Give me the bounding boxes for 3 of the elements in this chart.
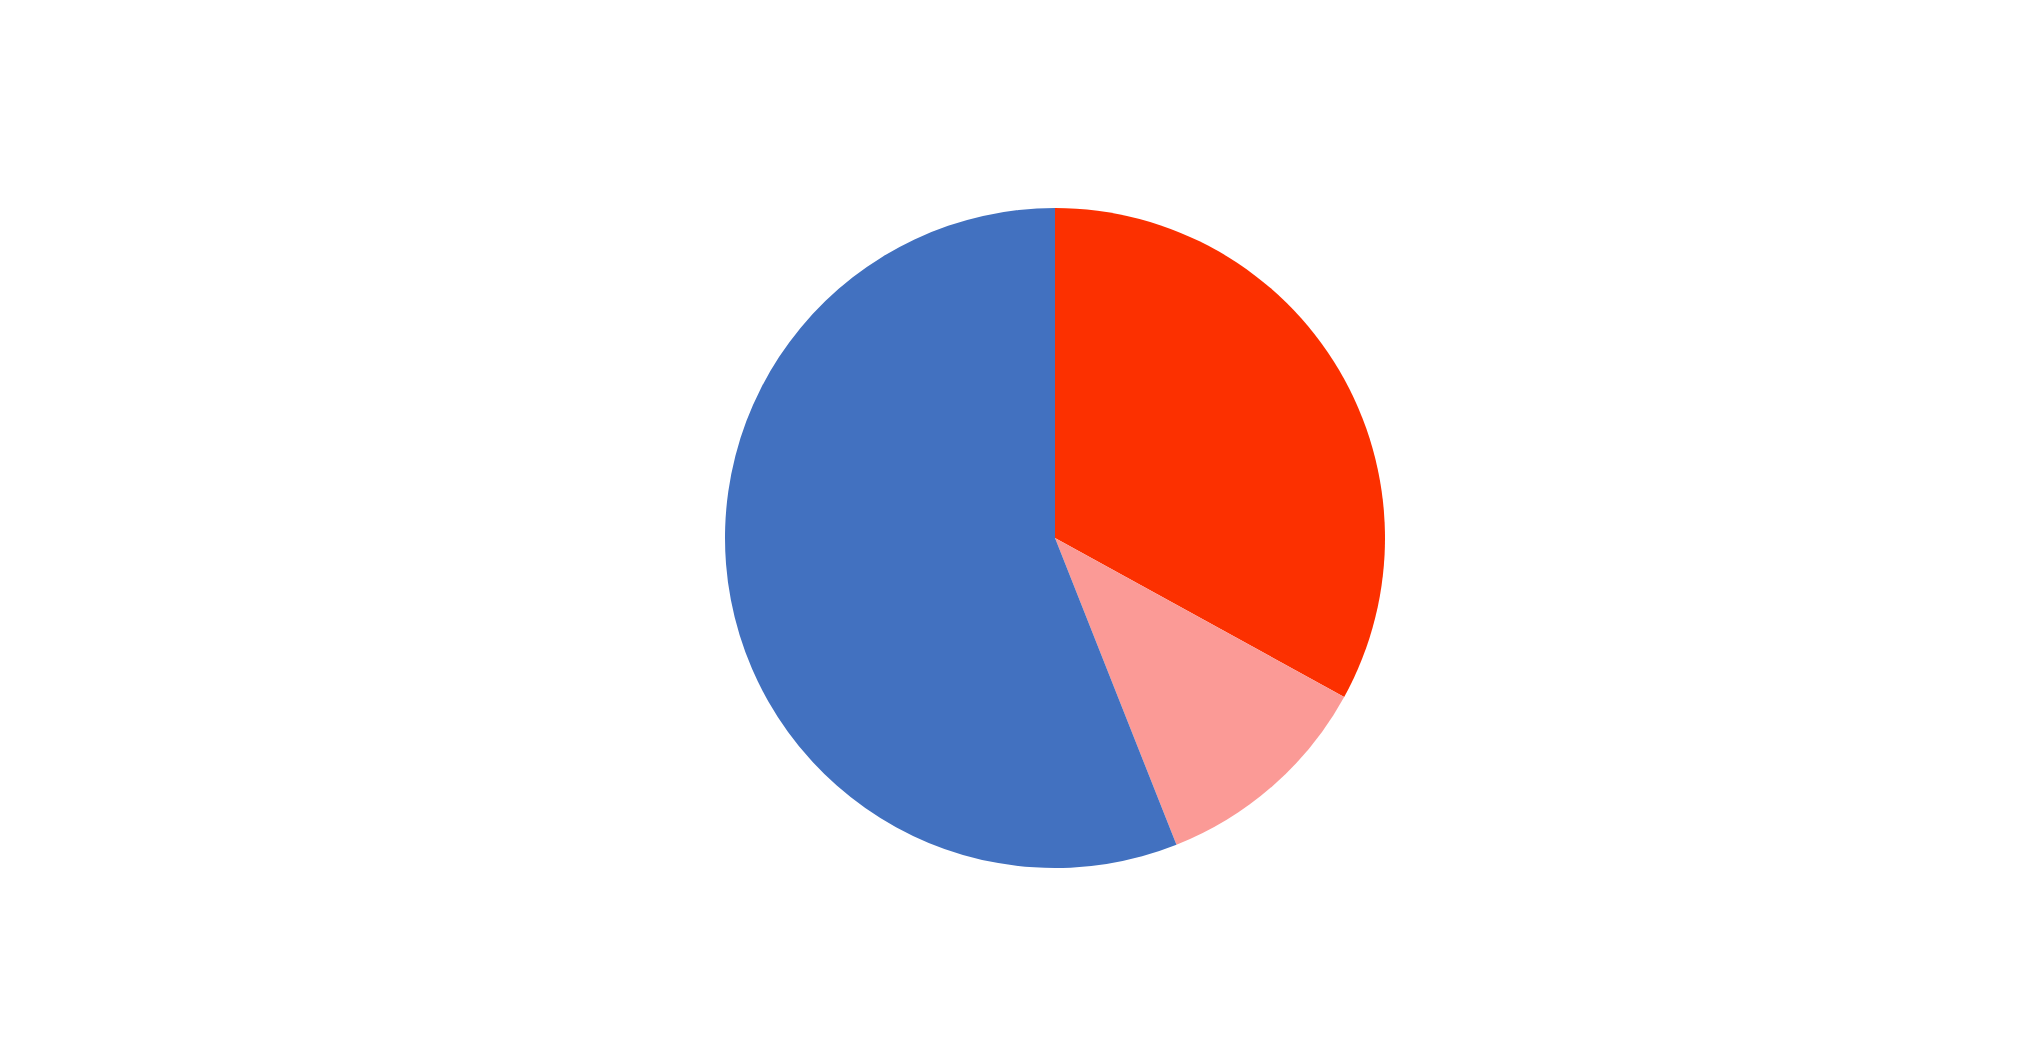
pie-slice bbox=[1055, 538, 1345, 845]
pie-slice bbox=[1055, 208, 1385, 697]
pie-slice bbox=[725, 208, 1177, 868]
